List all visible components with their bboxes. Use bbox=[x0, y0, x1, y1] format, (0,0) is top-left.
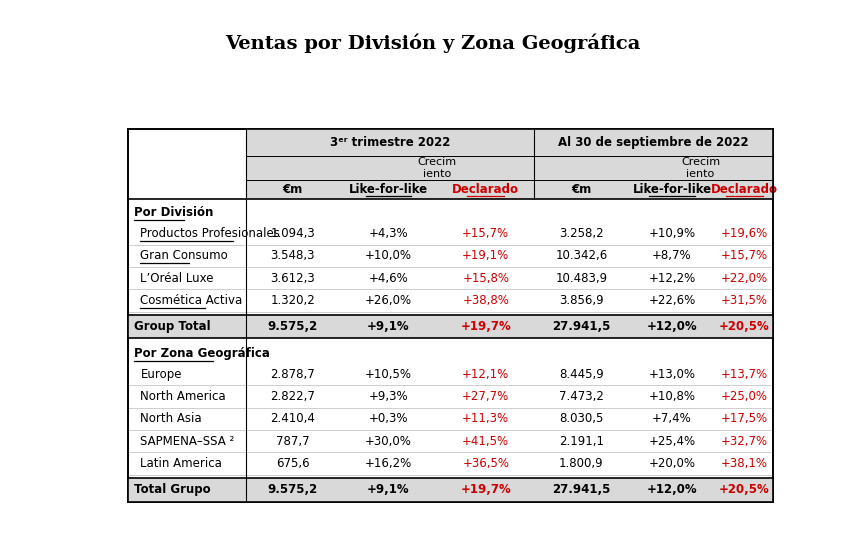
Text: SAPMENA–SSA ²: SAPMENA–SSA ² bbox=[140, 435, 235, 448]
Text: €m: €m bbox=[572, 183, 591, 196]
Text: +38,8%: +38,8% bbox=[462, 294, 509, 307]
Text: +25,0%: +25,0% bbox=[721, 390, 767, 403]
Text: +15,7%: +15,7% bbox=[721, 249, 768, 262]
Text: +31,5%: +31,5% bbox=[721, 294, 767, 307]
Text: 27.941,5: 27.941,5 bbox=[553, 484, 611, 496]
Text: +15,7%: +15,7% bbox=[462, 227, 509, 240]
Text: +19,7%: +19,7% bbox=[461, 484, 511, 496]
Text: +9,3%: +9,3% bbox=[369, 390, 408, 403]
Text: Crecim
iento: Crecim iento bbox=[417, 158, 456, 179]
Text: +12,0%: +12,0% bbox=[647, 484, 697, 496]
Text: Declarado: Declarado bbox=[711, 183, 778, 196]
Bar bbox=[246, 130, 772, 156]
Text: +30,0%: +30,0% bbox=[365, 435, 412, 448]
Text: +7,4%: +7,4% bbox=[652, 413, 692, 425]
Text: 787,7: 787,7 bbox=[276, 435, 310, 448]
Text: +36,5%: +36,5% bbox=[462, 457, 509, 470]
Text: 1.320,2: 1.320,2 bbox=[270, 294, 315, 307]
Text: Latin America: Latin America bbox=[140, 457, 223, 470]
Text: +20,0%: +20,0% bbox=[649, 457, 695, 470]
Text: 3ᵉʳ trimestre 2022: 3ᵉʳ trimestre 2022 bbox=[330, 136, 450, 149]
Text: 8.030,5: 8.030,5 bbox=[559, 413, 604, 425]
Text: +9,1%: +9,1% bbox=[367, 484, 410, 496]
Text: +20,5%: +20,5% bbox=[719, 484, 770, 496]
Text: Por Zona Geográfica: Por Zona Geográfica bbox=[133, 347, 269, 360]
Text: +4,3%: +4,3% bbox=[369, 227, 408, 240]
Text: 1.094,3: 1.094,3 bbox=[270, 227, 315, 240]
Text: +22,6%: +22,6% bbox=[649, 294, 695, 307]
Text: +26,0%: +26,0% bbox=[365, 294, 412, 307]
Text: 3.856,9: 3.856,9 bbox=[559, 294, 604, 307]
Text: 8.445,9: 8.445,9 bbox=[559, 368, 604, 381]
Text: +4,6%: +4,6% bbox=[369, 272, 409, 285]
Text: +12,1%: +12,1% bbox=[462, 368, 509, 381]
Text: Productos Profesionales: Productos Profesionales bbox=[140, 227, 281, 240]
Text: Like-for-like: Like-for-like bbox=[349, 183, 428, 196]
Text: +16,2%: +16,2% bbox=[365, 457, 412, 470]
Text: North America: North America bbox=[140, 390, 226, 403]
Text: +8,7%: +8,7% bbox=[652, 249, 692, 262]
Text: +9,1%: +9,1% bbox=[367, 320, 410, 333]
Text: Ventas por División y Zona Geográfica: Ventas por División y Zona Geográfica bbox=[225, 34, 641, 53]
Text: +25,4%: +25,4% bbox=[649, 435, 695, 448]
Bar bbox=[128, 315, 772, 338]
Text: Like-for-like: Like-for-like bbox=[632, 183, 712, 196]
Text: +10,8%: +10,8% bbox=[649, 390, 695, 403]
Text: +10,0%: +10,0% bbox=[365, 249, 412, 262]
Text: 9.575,2: 9.575,2 bbox=[268, 484, 318, 496]
Text: Cosmética Activa: Cosmética Activa bbox=[140, 294, 242, 307]
Text: +12,2%: +12,2% bbox=[649, 272, 695, 285]
Text: 2.191,1: 2.191,1 bbox=[559, 435, 604, 448]
Text: 675,6: 675,6 bbox=[276, 457, 310, 470]
Text: +32,7%: +32,7% bbox=[721, 435, 768, 448]
Text: +19,1%: +19,1% bbox=[462, 249, 509, 262]
Text: +10,5%: +10,5% bbox=[365, 368, 412, 381]
Text: +19,7%: +19,7% bbox=[461, 320, 511, 333]
Text: 10.483,9: 10.483,9 bbox=[555, 272, 607, 285]
Text: +13,0%: +13,0% bbox=[649, 368, 695, 381]
Text: €m: €m bbox=[282, 183, 303, 196]
Text: Gran Consumo: Gran Consumo bbox=[140, 249, 229, 262]
Text: Al 30 de septiembre de 2022: Al 30 de septiembre de 2022 bbox=[559, 136, 749, 149]
Text: +20,5%: +20,5% bbox=[719, 320, 770, 333]
Text: Crecim
iento: Crecim iento bbox=[681, 158, 721, 179]
Text: Declarado: Declarado bbox=[452, 183, 520, 196]
Text: 3.612,3: 3.612,3 bbox=[270, 272, 315, 285]
Bar bbox=[246, 180, 772, 199]
Text: 9.575,2: 9.575,2 bbox=[268, 320, 318, 333]
Text: +13,7%: +13,7% bbox=[721, 368, 768, 381]
Bar bbox=[246, 156, 772, 180]
Text: +27,7%: +27,7% bbox=[462, 390, 509, 403]
Text: Total Grupo: Total Grupo bbox=[133, 484, 210, 496]
Text: 2.410,4: 2.410,4 bbox=[270, 413, 315, 425]
Text: Por División: Por División bbox=[133, 206, 213, 219]
Text: +15,8%: +15,8% bbox=[462, 272, 509, 285]
Text: 2.878,7: 2.878,7 bbox=[270, 368, 315, 381]
Text: Europe: Europe bbox=[140, 368, 182, 381]
Text: +0,3%: +0,3% bbox=[369, 413, 408, 425]
Text: +12,0%: +12,0% bbox=[647, 320, 697, 333]
Text: +10,9%: +10,9% bbox=[649, 227, 695, 240]
Text: 1.800,9: 1.800,9 bbox=[559, 457, 604, 470]
Text: North Asia: North Asia bbox=[140, 413, 202, 425]
Bar bbox=[128, 478, 772, 501]
Text: 27.941,5: 27.941,5 bbox=[553, 320, 611, 333]
Text: +19,6%: +19,6% bbox=[721, 227, 768, 240]
Text: Group Total: Group Total bbox=[133, 320, 210, 333]
Text: 3.258,2: 3.258,2 bbox=[559, 227, 604, 240]
Text: 7.473,2: 7.473,2 bbox=[559, 390, 604, 403]
Text: L’Oréal Luxe: L’Oréal Luxe bbox=[140, 272, 214, 285]
Text: +22,0%: +22,0% bbox=[721, 272, 768, 285]
Text: +41,5%: +41,5% bbox=[462, 435, 509, 448]
Text: 10.342,6: 10.342,6 bbox=[555, 249, 608, 262]
Bar bbox=[128, 130, 772, 501]
Text: 3.548,3: 3.548,3 bbox=[270, 249, 315, 262]
Text: +38,1%: +38,1% bbox=[721, 457, 767, 470]
Text: 2.822,7: 2.822,7 bbox=[270, 390, 315, 403]
Text: +17,5%: +17,5% bbox=[721, 413, 768, 425]
Text: +11,3%: +11,3% bbox=[462, 413, 509, 425]
